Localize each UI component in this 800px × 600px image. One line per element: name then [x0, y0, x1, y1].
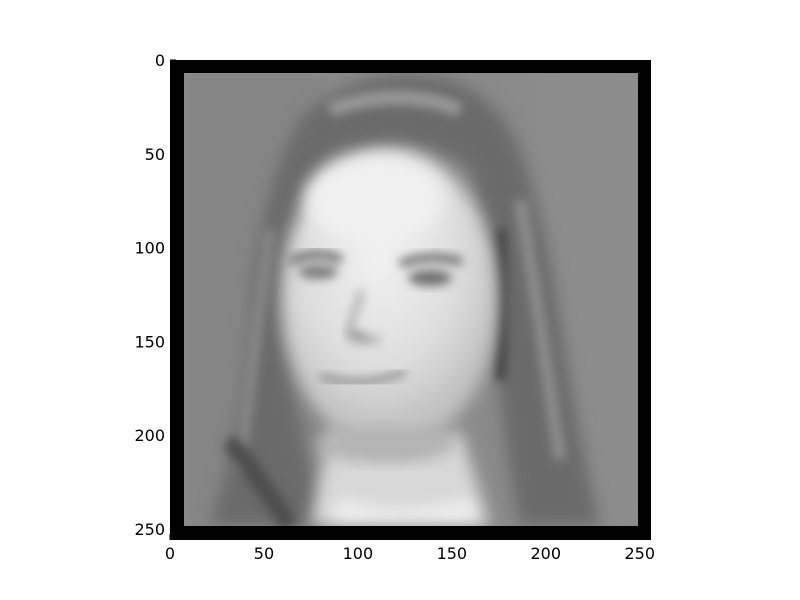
eyes — [288, 250, 464, 286]
x-tick-label: 250 — [624, 544, 655, 563]
y-axis: 0 50 100 150 200 250 — [134, 51, 176, 539]
x-tick-label: 0 — [165, 544, 175, 563]
y-tick-label: 150 — [134, 332, 165, 351]
nose — [344, 289, 382, 344]
hair — [210, 74, 600, 526]
portrait-image — [184, 73, 638, 526]
y-tick-label: 50 — [145, 145, 165, 164]
x-tick-label: 50 — [254, 544, 274, 563]
x-tick-label: 150 — [437, 544, 468, 563]
x-axis: 0 50 100 150 200 250 — [165, 534, 655, 563]
y-tick-label: 100 — [134, 239, 165, 258]
y-tick-label: 0 — [155, 51, 165, 70]
y-tick-label: 200 — [134, 426, 165, 445]
y-tick-label: 250 — [134, 520, 165, 539]
x-tick-label: 100 — [343, 544, 374, 563]
mouth — [318, 368, 407, 386]
x-tick-label: 200 — [531, 544, 562, 563]
